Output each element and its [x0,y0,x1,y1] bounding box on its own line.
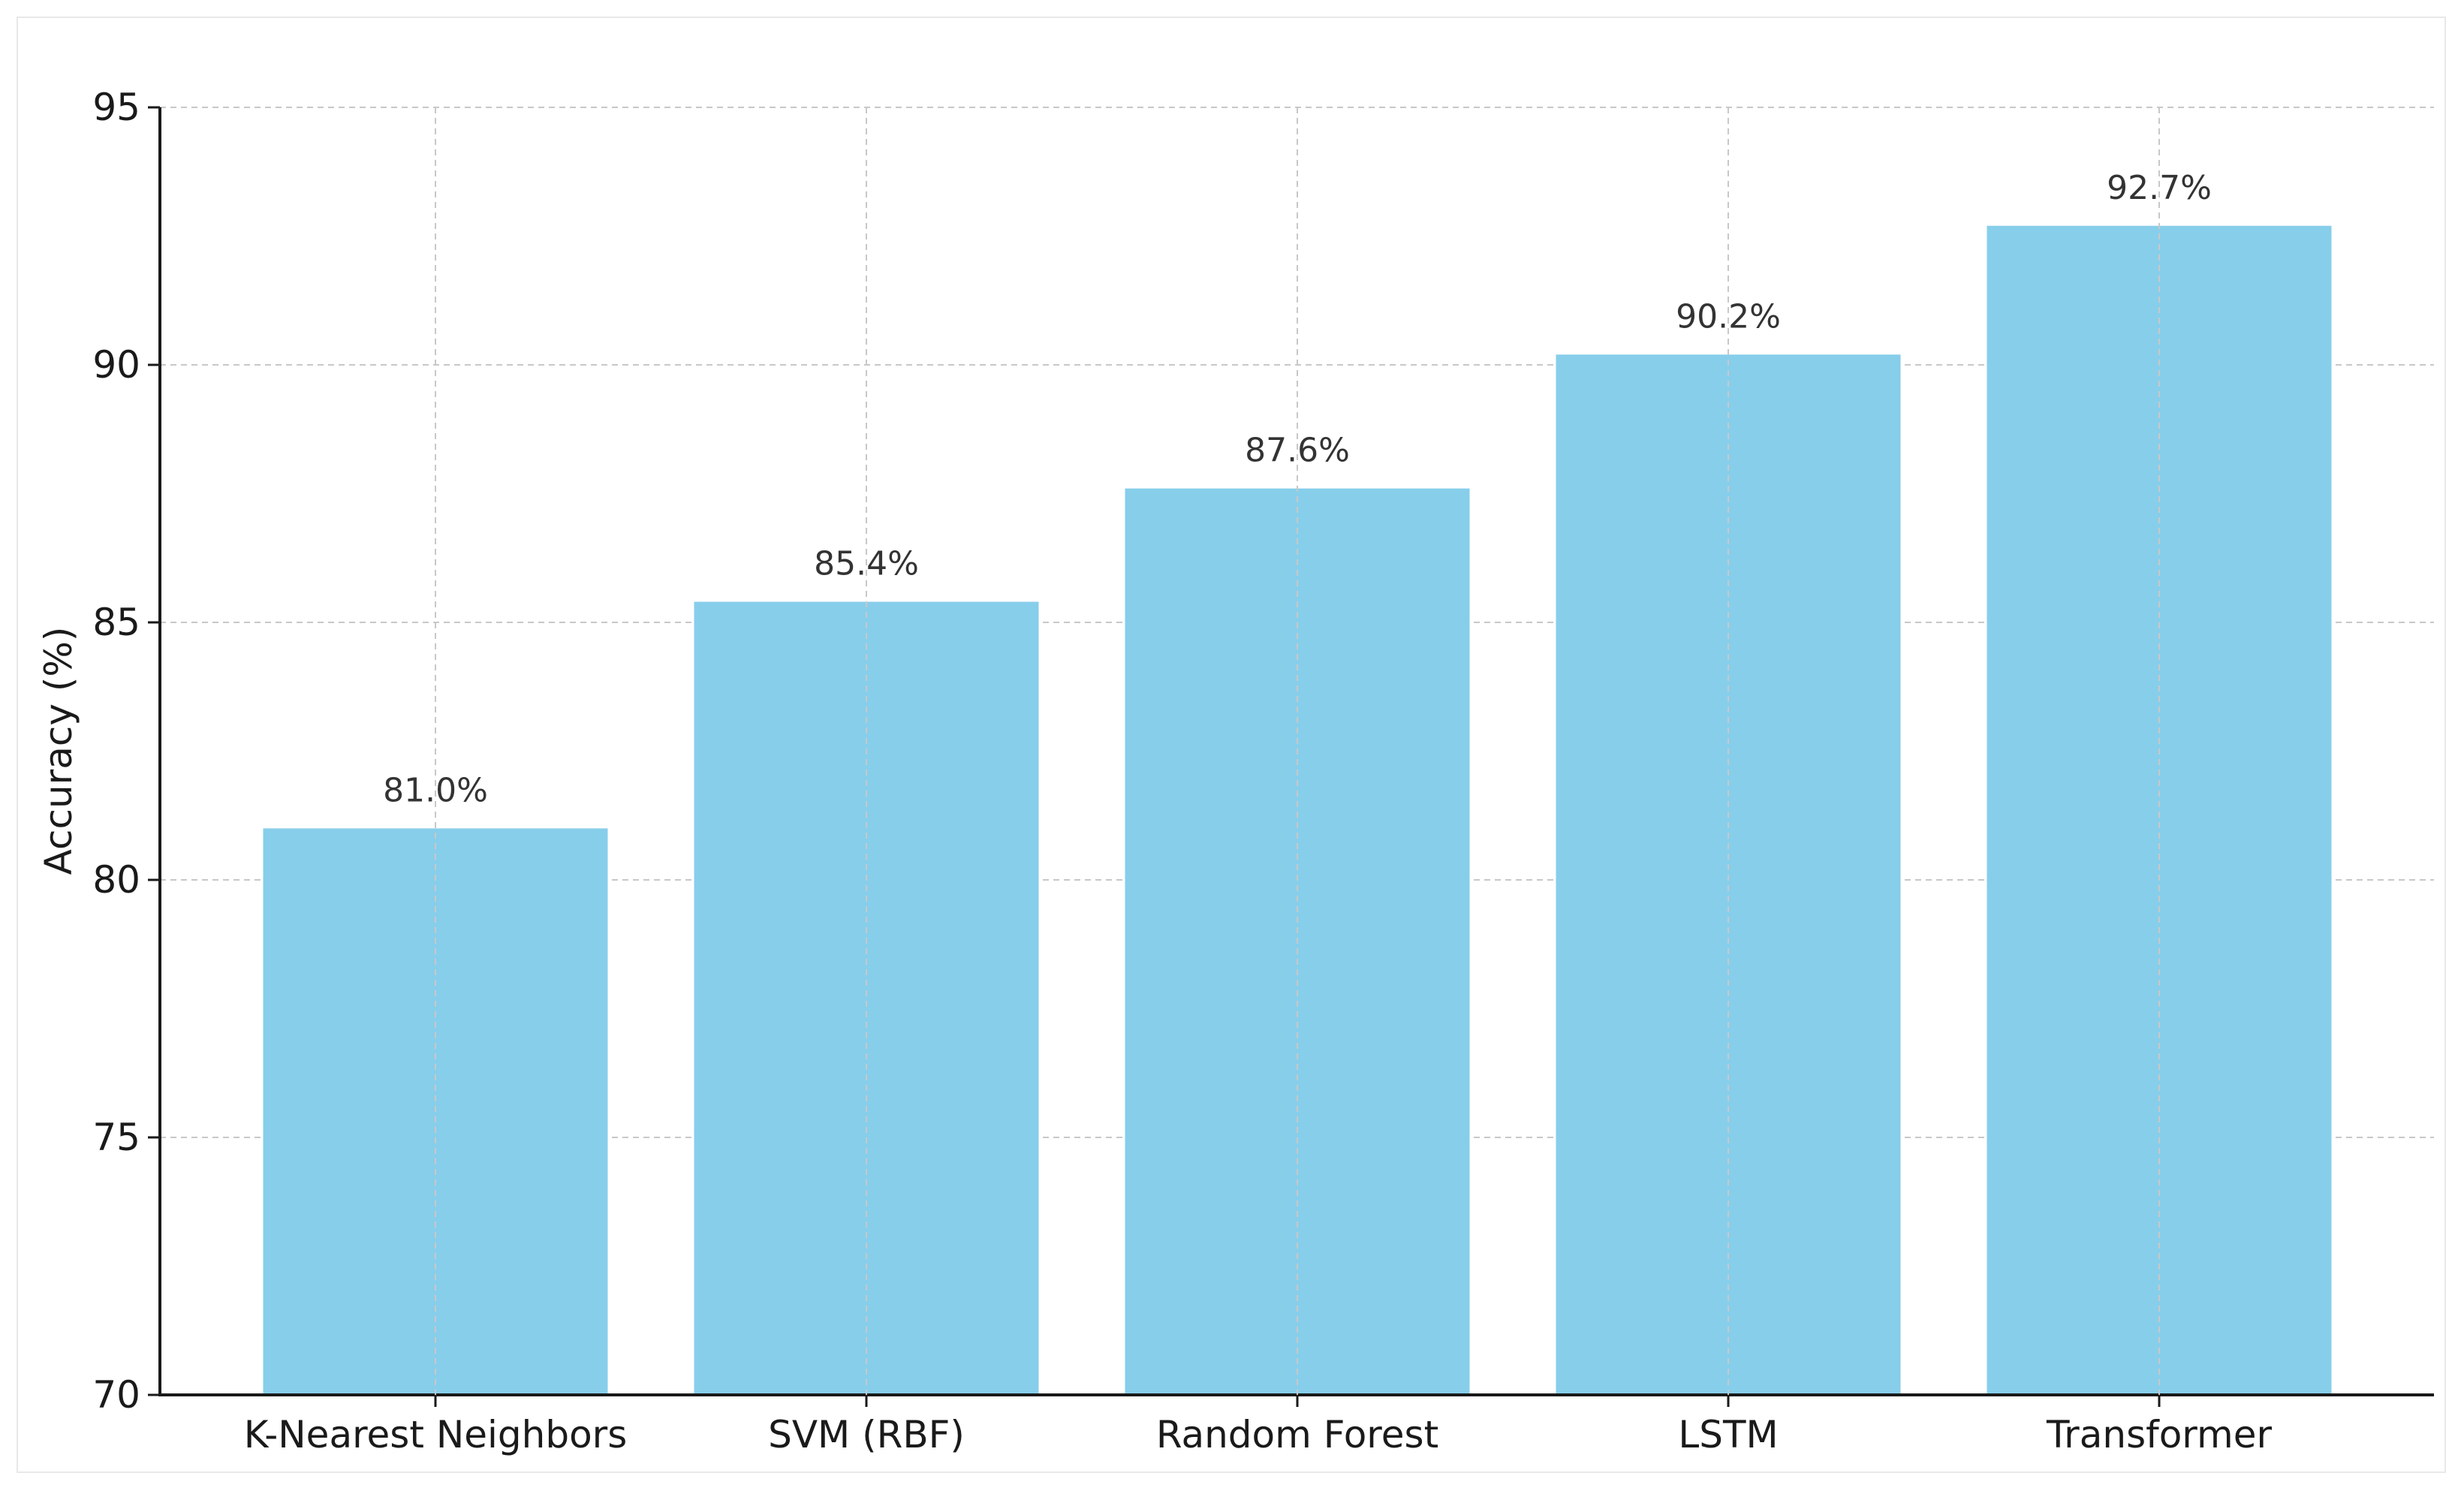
y-tick-label: 75 [92,1116,140,1159]
x-tick-label: LSTM [1678,1413,1778,1456]
bar-value-label: 81.0% [383,771,488,809]
y-tick-label: 90 [92,343,140,387]
x-tick-label: Random Forest [1156,1413,1438,1456]
y-tick-label: 95 [92,86,140,129]
x-tick-label: K-Nearest Neighbors [244,1413,628,1456]
bar-value-label: 92.7% [2107,169,2212,207]
bar-value-label: 87.6% [1245,432,1350,470]
y-tick-label: 70 [92,1373,140,1417]
bar-value-label: 85.4% [814,545,919,583]
x-tick-label: SVM (RBF) [768,1413,965,1456]
bar [1987,225,2332,1395]
x-tick-label: Transformer [2046,1413,2272,1456]
bar-value-label: 90.2% [1676,297,1781,336]
y-tick-label: 80 [92,858,140,902]
labels: 70 75 80 85 90 95 K-Nearest Neighbors SVM (RBF)… [92,86,2272,1456]
bars [263,225,2332,1395]
y-axis-title: Accuracy (%) [37,627,80,875]
bar [694,601,1039,1395]
y-tick-label: 85 [92,601,140,644]
